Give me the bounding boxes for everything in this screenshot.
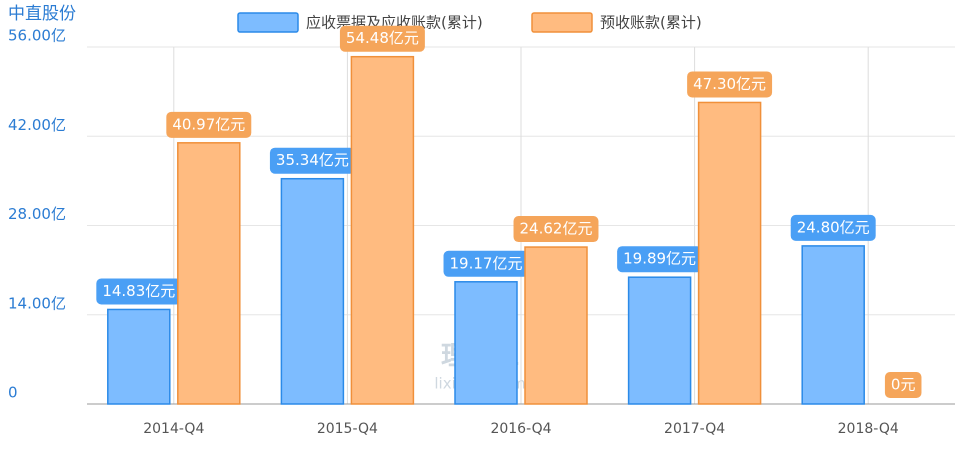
y-tick-label: 56.00亿: [8, 27, 66, 45]
bar: [177, 142, 241, 405]
value-label-group: 0元: [884, 372, 922, 398]
chart-title: 中直股份: [8, 4, 76, 24]
bar: [697, 101, 762, 405]
value-label-group: 19.89亿元: [617, 246, 703, 273]
value-label: 24.62亿元: [520, 220, 593, 238]
value-label: 19.17亿元: [450, 254, 523, 272]
value-label-box: [884, 372, 922, 398]
legend-label: 预收账款(累计): [600, 14, 702, 32]
value-label: 47.30亿元: [693, 75, 766, 93]
value-label-box: [269, 147, 355, 174]
y-tick-label: 14.00亿: [8, 294, 66, 312]
x-tick-label: 2018-Q4: [838, 421, 899, 437]
value-label-box: [617, 246, 703, 273]
x-tick-label: 2017-Q4: [664, 421, 725, 437]
value-label-group: 40.97亿元: [166, 111, 252, 138]
x-tick-label: 2015-Q4: [317, 421, 378, 437]
value-label-box: [339, 25, 425, 52]
bar: [627, 276, 692, 405]
value-label-group: 19.17亿元: [443, 250, 529, 277]
bar: [107, 308, 171, 405]
legend-swatch: [531, 12, 593, 33]
value-label-box: [166, 111, 252, 138]
bar: [280, 177, 345, 405]
value-label-box: [687, 71, 773, 98]
value-label: 0元: [891, 376, 916, 394]
value-label: 14.83亿元: [102, 282, 175, 300]
value-label-group: 24.62亿元: [513, 216, 599, 243]
value-label: 35.34亿元: [276, 151, 349, 169]
value-label-group: 54.48亿元: [339, 25, 425, 52]
value-label-group: 24.80亿元: [790, 214, 876, 241]
value-label: 19.89亿元: [623, 250, 696, 268]
value-label-box: [443, 250, 529, 277]
value-label-box: [513, 216, 599, 243]
bar: [801, 245, 865, 405]
value-label-box: [790, 214, 876, 241]
value-label: 24.80亿元: [797, 218, 870, 236]
y-tick-label: 42.00亿: [8, 116, 66, 134]
bar: [454, 281, 518, 405]
y-tick-label: 0: [8, 384, 18, 402]
y-tick-label: 28.00亿: [8, 205, 66, 223]
value-label-box: [96, 278, 182, 305]
value-label-group: 35.34亿元: [269, 147, 355, 174]
legend-swatch: [237, 12, 299, 33]
x-tick-label: 2016-Q4: [490, 421, 551, 437]
value-label-group: 47.30亿元: [687, 71, 773, 98]
bar: [524, 246, 588, 405]
bar: [350, 55, 415, 405]
value-label: 40.97亿元: [172, 115, 245, 133]
value-label-group: 14.83亿元: [96, 278, 182, 305]
value-label: 54.48亿元: [346, 29, 419, 47]
x-tick-label: 2014-Q4: [143, 421, 204, 437]
